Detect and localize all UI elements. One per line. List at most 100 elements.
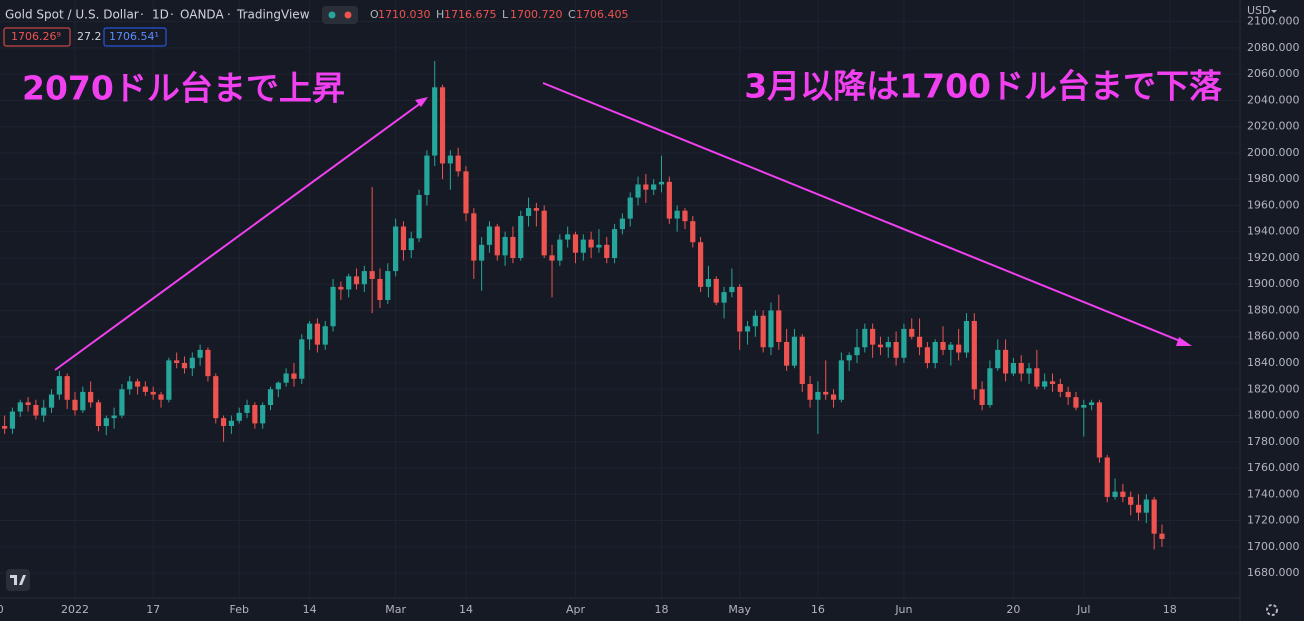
candle-body: [307, 323, 313, 340]
ohlc-key: O: [370, 8, 379, 21]
candle-body: [752, 315, 758, 327]
arrow-head: [1176, 337, 1192, 346]
candle-body: [432, 87, 438, 156]
candle-body: [416, 194, 422, 239]
y-tick-label: 1740.000: [1247, 487, 1300, 500]
candle-body: [690, 221, 696, 243]
y-tick-label: 2100.000: [1247, 15, 1300, 28]
candle-body: [400, 226, 407, 251]
candle-body: [846, 355, 852, 361]
candle-body: [1159, 533, 1165, 539]
sell-price: 1706.26⁹: [11, 30, 61, 43]
candle-body: [784, 341, 790, 366]
candle-body: [565, 234, 571, 240]
x-tick-label: 20: [0, 603, 4, 616]
candle-body: [33, 405, 39, 416]
candle-body: [1049, 381, 1056, 385]
candle-body: [1073, 397, 1079, 408]
candle-body: [2, 426, 8, 429]
status-dot: [344, 11, 352, 19]
candle-body: [1112, 491, 1118, 497]
x-tick-label: Jun: [894, 603, 912, 616]
candle-body: [134, 381, 141, 387]
candle-body: [1120, 491, 1126, 497]
candle-body: [791, 336, 798, 366]
exchange: OANDA: [180, 8, 224, 22]
candle-body: [698, 242, 704, 287]
tv-logo[interactable]: [6, 569, 30, 591]
candle-body: [619, 218, 625, 230]
y-tick-label: 1940.000: [1247, 225, 1300, 238]
candle-body: [1135, 504, 1142, 513]
candle-body: [651, 184, 657, 190]
candle-body: [901, 328, 907, 358]
y-tick-label: 1900.000: [1247, 277, 1300, 290]
candle-body: [549, 255, 555, 261]
candle-body: [197, 349, 203, 358]
candle-body: [1026, 368, 1032, 374]
market-status[interactable]: [322, 6, 358, 24]
x-tick-label: 18: [655, 603, 669, 616]
candle-body: [439, 87, 446, 164]
candle-body: [705, 278, 712, 287]
candle-body: [956, 344, 962, 353]
candle-body: [385, 271, 391, 300]
y-tick-label: 1960.000: [1247, 198, 1300, 211]
ohlc-key: L: [502, 8, 509, 21]
candle-body: [158, 394, 164, 400]
candle-body: [854, 347, 860, 356]
x-tick-label: Apr: [566, 603, 586, 616]
annotation: 3月以降は1700ドル台まで下落: [744, 67, 1223, 106]
ohlc-value: 1710.030: [378, 8, 431, 21]
candle-body: [971, 320, 977, 390]
settings-icon[interactable]: [1266, 604, 1278, 616]
y-tick-label: 1800.000: [1247, 409, 1300, 422]
candle-body: [627, 197, 633, 219]
y-tick-label: 1700.000: [1247, 540, 1300, 553]
status-dot: [328, 11, 336, 19]
candle-body: [228, 420, 234, 427]
separator: ·: [227, 8, 231, 22]
fall-arrow: [542, 82, 1186, 344]
y-tick-label: 1980.000: [1247, 172, 1300, 185]
candle-body: [1104, 457, 1110, 497]
candle-body: [1128, 496, 1134, 505]
candle-body: [557, 239, 563, 261]
sell-button[interactable]: [3, 27, 71, 47]
candle-body: [1042, 381, 1048, 387]
candle-body: [987, 368, 993, 406]
candle-body: [9, 411, 16, 429]
candle-body: [25, 402, 31, 406]
candle-body: [862, 328, 868, 348]
candle-body: [1089, 402, 1095, 406]
candle-body: [1081, 405, 1087, 408]
source: TradingView: [236, 8, 310, 22]
candle-body: [275, 382, 281, 390]
candle-body: [893, 341, 899, 358]
candle-body: [737, 286, 743, 332]
ohlc-value: 1706.405: [576, 8, 629, 21]
candle-body: [682, 210, 688, 222]
candle-body: [674, 210, 680, 219]
tv-logo-mark: [10, 575, 26, 585]
candle-body: [142, 386, 148, 392]
x-tick-label: Feb: [229, 603, 248, 616]
x-tick-label: 16: [811, 603, 825, 616]
candle-body: [940, 341, 946, 350]
currency[interactable]: USD: [1247, 4, 1271, 17]
x-tick-label: 14: [459, 603, 473, 616]
y-tick-label: 2040.000: [1247, 93, 1300, 106]
candle-body: [909, 328, 915, 337]
y-tick-label: 1680.000: [1247, 566, 1300, 579]
candle-body: [643, 184, 649, 190]
rise-arrow: [54, 99, 426, 371]
candle-body: [596, 244, 602, 248]
candle-body: [541, 210, 547, 256]
candle-body: [353, 276, 360, 285]
candle-body: [1143, 499, 1149, 513]
x-tick-label: 20: [1006, 603, 1020, 616]
buy-button[interactable]: [103, 27, 167, 47]
candle-body: [799, 336, 805, 385]
candle-body: [830, 394, 837, 400]
